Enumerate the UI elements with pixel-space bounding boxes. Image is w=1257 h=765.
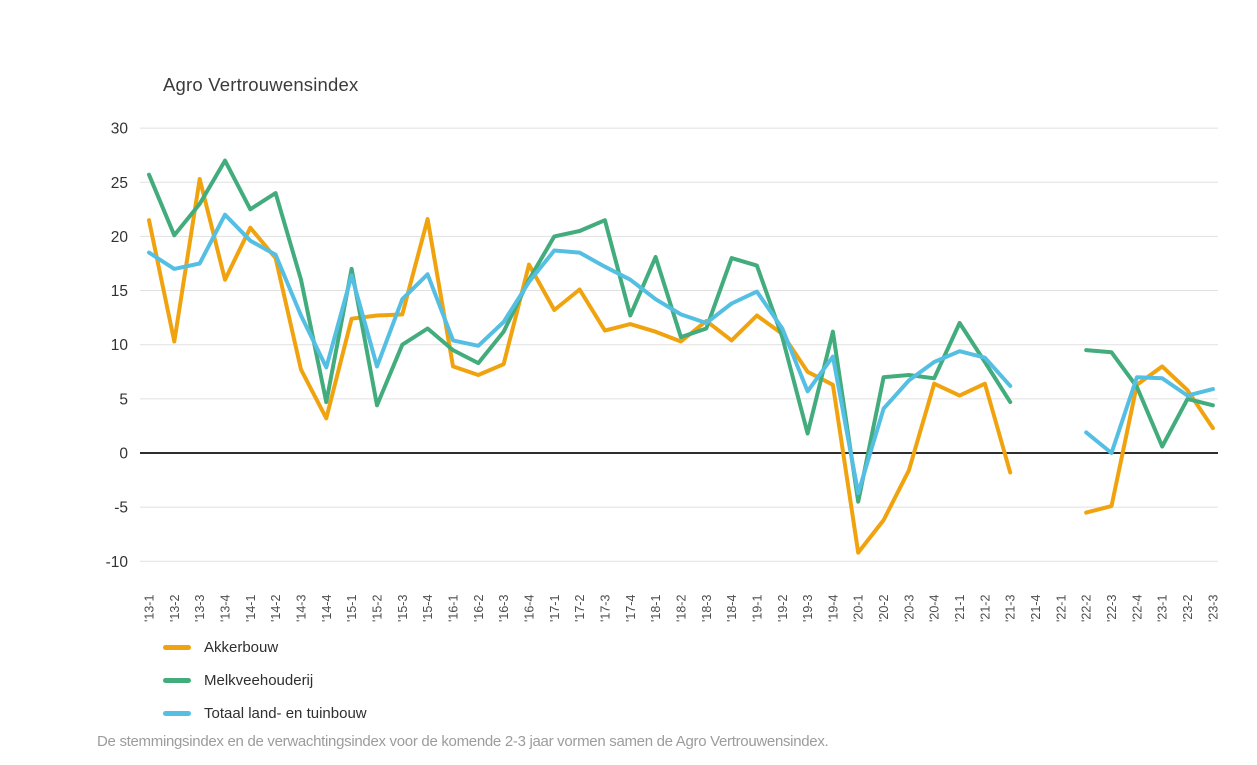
footer-note: De stemmingsindex en de verwachtingsinde… <box>97 733 829 750</box>
series-line-akkerbouw <box>147 177 1215 555</box>
legend-label: Melkveehouderij <box>204 672 314 689</box>
y-tick-label: 25 <box>111 175 128 192</box>
x-tick-label: '19-3 <box>801 595 815 622</box>
x-tick-label: '13-2 <box>168 595 182 622</box>
x-tick-label: '20-4 <box>928 595 942 622</box>
x-tick-label: '18-3 <box>700 595 714 622</box>
x-tick-label: '13-1 <box>143 595 157 622</box>
x-tick-label: '23-3 <box>1206 595 1220 622</box>
x-tick-label: '14-4 <box>320 595 334 622</box>
legend-label: Akkerbouw <box>204 639 279 656</box>
x-tick-label: '22-2 <box>1080 595 1094 622</box>
x-tick-label: '16-4 <box>522 595 536 622</box>
legend-item: Totaal land- en tuinbouw <box>163 697 367 730</box>
legend-item: Melkveehouderij <box>163 664 367 697</box>
x-tick-label: '15-2 <box>370 595 384 622</box>
x-tick-label: '15-1 <box>345 595 359 622</box>
x-tick-label: '19-2 <box>776 595 790 622</box>
x-tick-label: '17-2 <box>573 595 587 622</box>
x-tick-label: '21-1 <box>953 595 967 622</box>
x-tick-label: '15-4 <box>421 595 435 622</box>
x-tick-label: '17-1 <box>548 595 562 622</box>
x-tick-label: '13-4 <box>218 595 232 622</box>
x-tick-label: '17-3 <box>598 595 612 622</box>
legend-color-swatch <box>163 645 191 650</box>
x-tick-label: '16-2 <box>472 595 486 622</box>
x-tick-label: '18-2 <box>674 595 688 622</box>
x-tick-label: '18-1 <box>649 595 663 622</box>
x-tick-label: '13-3 <box>193 595 207 622</box>
legend-item: Akkerbouw <box>163 631 367 664</box>
legend-color-swatch <box>163 711 191 716</box>
x-tick-label: '19-1 <box>750 595 764 622</box>
x-tick-label: '16-3 <box>497 595 511 622</box>
x-tick-label: '21-3 <box>1004 595 1018 622</box>
legend-label: Totaal land- en tuinbouw <box>204 705 367 722</box>
x-tick-label: '14-1 <box>244 595 258 622</box>
y-tick-label: 30 <box>111 121 129 138</box>
y-tick-label: 15 <box>111 283 128 300</box>
x-tick-label: '20-1 <box>852 595 866 622</box>
x-tick-label: '21-4 <box>1029 595 1043 622</box>
y-tick-label: 5 <box>119 391 128 408</box>
x-tick-label: '22-1 <box>1054 595 1068 622</box>
x-tick-label: '23-1 <box>1156 595 1170 622</box>
x-tick-label: '20-3 <box>902 595 916 622</box>
x-tick-label: '19-4 <box>826 595 840 622</box>
x-tick-label: '16-1 <box>446 595 460 622</box>
y-tick-label: -10 <box>106 554 129 571</box>
x-tick-label: '20-2 <box>877 595 891 622</box>
legend-color-swatch <box>163 678 191 683</box>
y-tick-label: -5 <box>114 500 128 517</box>
y-tick-label: 0 <box>119 446 128 463</box>
series-line-totaal-land-en-tuinbouw <box>147 212 1215 496</box>
x-tick-label: '22-3 <box>1105 595 1119 622</box>
x-tick-label: '22-4 <box>1130 595 1144 622</box>
y-tick-label: 20 <box>111 229 129 246</box>
chart-legend: Akkerbouw Melkveehouderij Totaal land- e… <box>163 631 367 730</box>
y-tick-label: 10 <box>111 337 129 354</box>
x-tick-label: '15-3 <box>396 595 410 622</box>
chart-title: Agro Vertrouwensindex <box>163 74 359 95</box>
x-tick-label: '17-4 <box>624 595 638 622</box>
x-tick-label: '23-2 <box>1181 595 1195 622</box>
x-tick-label: '14-3 <box>294 595 308 622</box>
x-tick-label: '21-2 <box>978 595 992 622</box>
x-tick-label: '14-2 <box>269 595 283 622</box>
x-tick-label: '18-4 <box>725 595 739 622</box>
